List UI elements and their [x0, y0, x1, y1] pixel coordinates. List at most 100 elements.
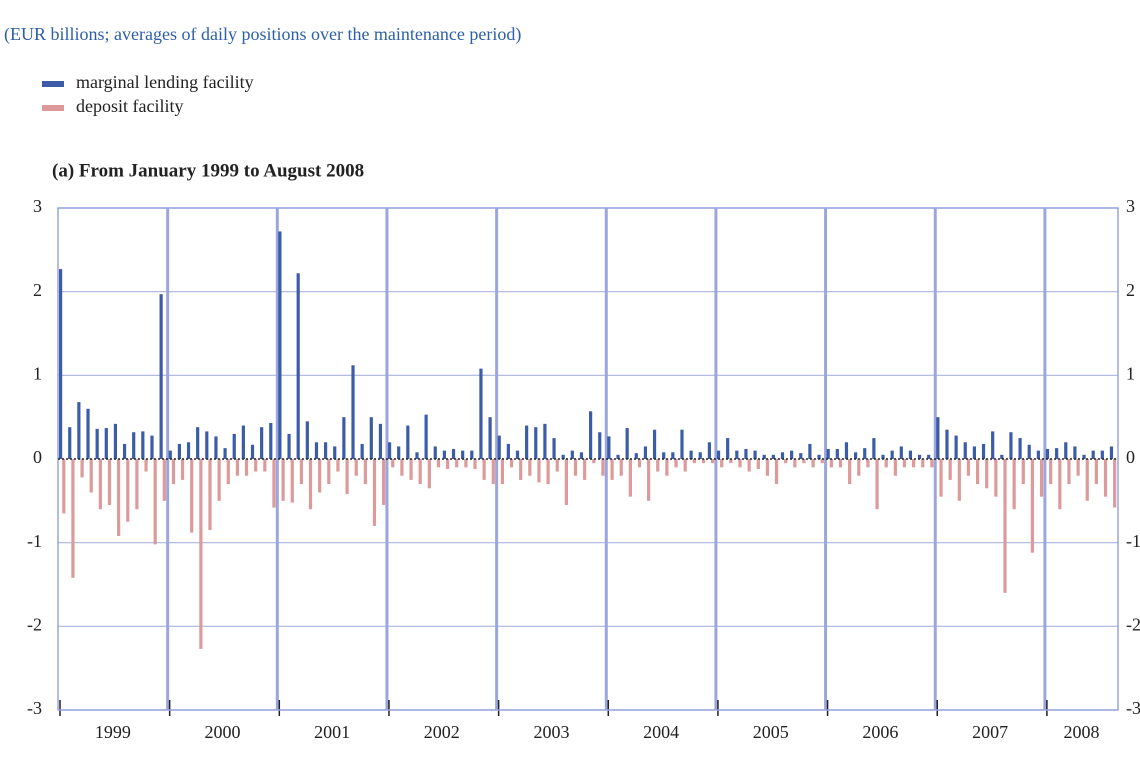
panel-title: (a) From January 1999 to August 2008	[52, 160, 364, 181]
bar	[552, 438, 556, 459]
bar	[223, 448, 227, 459]
bar	[793, 459, 797, 468]
bar	[726, 438, 730, 459]
bar	[981, 443, 986, 459]
bar	[278, 231, 282, 459]
bar	[336, 459, 340, 472]
y2-tick-label: -2	[1126, 614, 1140, 634]
bar	[235, 459, 240, 476]
bar	[555, 459, 559, 472]
bar	[168, 450, 172, 459]
bar	[1045, 448, 1050, 459]
y-tick-label: 2	[33, 280, 42, 300]
bar	[107, 459, 112, 506]
bar	[287, 433, 291, 459]
bar	[808, 443, 812, 459]
y-tick-label: -2	[27, 614, 42, 634]
bar	[1049, 459, 1053, 485]
bar	[324, 442, 328, 459]
bar	[327, 459, 331, 485]
y2-tick-label: -3	[1126, 698, 1140, 718]
bar	[171, 459, 176, 485]
bar	[314, 442, 319, 459]
bar	[756, 459, 760, 470]
bar	[497, 435, 501, 459]
bar	[269, 423, 273, 459]
bar	[1058, 459, 1062, 510]
legend-swatch	[42, 81, 64, 87]
bar	[1100, 450, 1104, 459]
bar	[77, 402, 81, 459]
bar	[689, 450, 693, 459]
bar	[80, 459, 84, 478]
bar	[1091, 450, 1095, 459]
x-tick-label: 2006	[862, 722, 898, 742]
x-tick-label: 2005	[753, 722, 789, 742]
bar	[190, 459, 194, 533]
bar	[707, 442, 711, 459]
bar	[272, 459, 276, 508]
bar	[360, 443, 364, 459]
bar	[917, 454, 922, 459]
bar	[208, 459, 212, 531]
bar	[296, 273, 300, 459]
bar	[68, 427, 72, 459]
y-tick-label: -3	[27, 698, 42, 718]
y-tick-label: -1	[27, 531, 42, 551]
bar	[1036, 450, 1040, 459]
bar	[345, 459, 349, 495]
bar	[144, 459, 148, 472]
bar	[424, 414, 428, 459]
bar	[826, 448, 830, 459]
bar	[1082, 454, 1086, 459]
bar	[936, 417, 940, 459]
bar	[461, 450, 465, 459]
bar	[455, 459, 459, 468]
bar	[744, 448, 748, 459]
bar	[771, 454, 775, 459]
bar	[400, 459, 404, 476]
bar	[546, 459, 550, 485]
bar	[1103, 459, 1108, 497]
bar	[89, 459, 93, 493]
bar	[835, 448, 839, 459]
bar	[470, 450, 474, 459]
bar	[488, 417, 492, 459]
bar	[683, 459, 687, 472]
y2-tick-label: 0	[1126, 447, 1135, 467]
bar	[945, 429, 949, 459]
bar	[665, 459, 669, 476]
bar	[674, 459, 678, 468]
bar	[799, 453, 803, 459]
bar	[692, 459, 696, 464]
bar	[811, 459, 815, 468]
bar	[662, 452, 666, 459]
bar	[534, 427, 538, 459]
bar	[482, 459, 486, 480]
bar	[625, 428, 629, 459]
bar	[963, 442, 967, 459]
bar	[710, 459, 715, 464]
bar	[159, 294, 163, 459]
legend-label: deposit facility	[76, 96, 183, 116]
bar	[1039, 459, 1044, 497]
bar	[263, 459, 267, 472]
bar	[515, 450, 520, 459]
bar	[912, 459, 916, 468]
bar	[369, 417, 373, 459]
bar	[616, 454, 620, 459]
bar	[241, 425, 245, 459]
bar	[927, 454, 931, 459]
bar	[1094, 459, 1098, 485]
bar	[972, 446, 976, 459]
bar	[671, 452, 675, 459]
bar	[762, 454, 766, 459]
x-tick-label: 2000	[204, 722, 240, 742]
y2-tick-label: 2	[1126, 280, 1135, 300]
bar	[1055, 448, 1059, 459]
bar	[908, 450, 913, 459]
bar	[899, 446, 903, 459]
bar	[342, 417, 346, 459]
bar	[162, 459, 166, 501]
